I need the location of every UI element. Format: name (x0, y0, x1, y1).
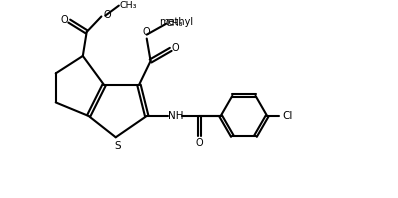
Text: S: S (114, 141, 121, 151)
Text: methyl: methyl (169, 21, 174, 23)
Text: CH₃: CH₃ (166, 19, 183, 28)
Text: NH: NH (168, 111, 183, 121)
Text: methyl: methyl (159, 17, 193, 27)
Text: O: O (60, 14, 68, 25)
Text: CH₃: CH₃ (119, 1, 137, 10)
Text: Cl: Cl (282, 111, 293, 121)
Text: O: O (142, 27, 150, 37)
Text: O: O (103, 10, 111, 20)
Text: O: O (172, 43, 179, 53)
Text: O: O (196, 138, 204, 148)
